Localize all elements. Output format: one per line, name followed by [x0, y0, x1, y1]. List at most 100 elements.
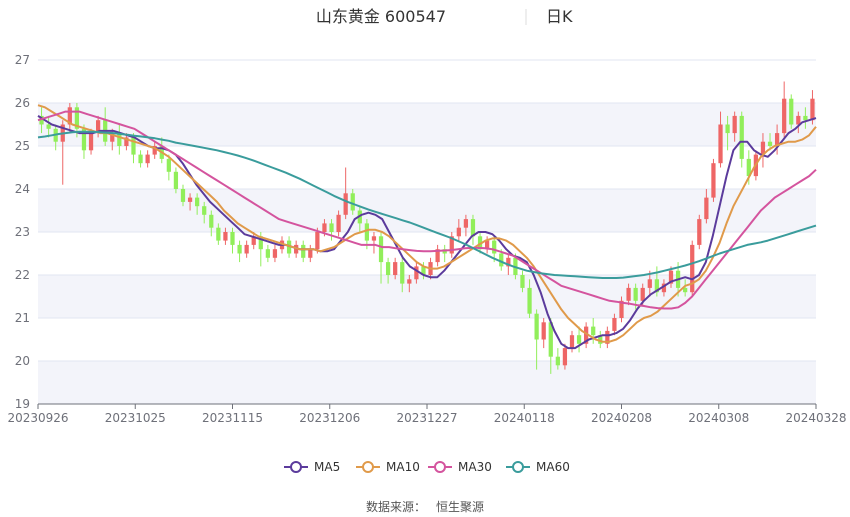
candle-body — [223, 232, 228, 241]
candle-body — [463, 219, 469, 228]
candle-body — [39, 115, 44, 125]
candle-body — [605, 330, 610, 344]
data-source-label: 数据来源： — [366, 499, 426, 514]
candle-body — [209, 214, 214, 228]
candle-body — [746, 158, 751, 177]
legend-label: MA10 — [386, 460, 420, 474]
legend-label: MA30 — [458, 460, 492, 474]
candle-body — [640, 287, 645, 301]
candle-body — [46, 124, 51, 129]
candle-body — [265, 249, 270, 258]
candle-body — [584, 326, 589, 344]
candle-body — [718, 124, 723, 164]
y-tick-label: 22 — [15, 268, 30, 282]
candle-body — [647, 279, 652, 288]
candle-body — [796, 115, 801, 125]
candle-body — [166, 158, 171, 172]
candle-body — [548, 322, 553, 357]
x-tick-label: 20231025 — [105, 411, 166, 425]
candle-body — [704, 197, 709, 220]
candle-body — [683, 287, 688, 293]
candle-body — [67, 107, 72, 125]
grid-band — [38, 361, 816, 404]
candle-body — [803, 115, 808, 121]
candle-body — [329, 223, 334, 232]
candle-body — [180, 189, 186, 202]
x-tick-label: 20231115 — [202, 411, 263, 425]
candle-body — [697, 219, 702, 245]
y-tick-label: 23 — [15, 225, 30, 239]
candle-body — [131, 137, 136, 155]
candle-body — [322, 223, 327, 232]
candle-body — [562, 348, 568, 366]
x-tick-label: 20240328 — [785, 411, 846, 425]
x-tick-label: 20231227 — [396, 411, 457, 425]
candle-body — [385, 262, 391, 275]
candle-body — [378, 236, 384, 263]
candle-body — [626, 287, 631, 301]
y-tick-label: 25 — [15, 139, 30, 153]
moving-average-lines — [37, 104, 817, 350]
y-tick-label: 27 — [15, 53, 30, 67]
candle-body — [74, 107, 80, 129]
candle-body — [732, 115, 737, 134]
legend-marker — [362, 461, 374, 473]
candle-body — [598, 335, 603, 344]
candle-body — [711, 163, 716, 198]
grid-band — [38, 189, 816, 232]
y-tick-label: 24 — [15, 182, 30, 196]
y-tick-label: 19 — [15, 397, 30, 411]
candle-body — [534, 313, 539, 340]
chart-title: 山东黄金 600547 — [316, 7, 446, 26]
candle-body — [612, 318, 617, 331]
candle-body — [230, 232, 235, 245]
x-tick-label: 20240118 — [494, 411, 555, 425]
x-axis-ticks: 20230926 20231025 20231115 20231206 20231227… — [7, 404, 847, 425]
candle-body — [286, 240, 292, 254]
candle-body — [110, 133, 115, 142]
grid-lines — [38, 59, 816, 405]
candle-body — [81, 128, 87, 151]
y-tick-label: 21 — [15, 311, 30, 325]
candle-body — [569, 335, 575, 349]
candle-body — [654, 279, 659, 293]
y-tick-label: 26 — [15, 96, 30, 110]
candle-body — [633, 287, 638, 301]
candle-body — [145, 154, 150, 164]
candle-body — [782, 98, 787, 134]
candle-body — [767, 141, 773, 146]
candle-body — [152, 146, 157, 155]
y-tick-label: 20 — [15, 354, 30, 368]
candle-body — [492, 240, 497, 254]
candle-body — [237, 244, 242, 254]
candle-body — [520, 275, 525, 288]
candle-body — [124, 137, 129, 146]
candle-body — [187, 197, 193, 202]
candle-body — [251, 236, 256, 245]
candle-body — [294, 244, 299, 254]
candle-body — [470, 219, 476, 237]
grid-band — [38, 275, 816, 318]
candle-body — [527, 287, 532, 314]
y-axis-ticks: 19 20 21 22 23 24 25 26 27 — [15, 53, 30, 411]
candle-body — [138, 154, 143, 164]
ma-line-ma30 — [37, 110, 817, 310]
legend-label: MA5 — [314, 460, 340, 474]
legend-marker — [434, 461, 446, 473]
candle-body — [760, 141, 766, 155]
legend-marker — [512, 461, 524, 473]
candle-body — [499, 253, 504, 267]
candle-body — [555, 356, 560, 366]
legend-label: MA60 — [536, 460, 570, 474]
candle-body — [272, 249, 278, 258]
candle-body — [393, 262, 398, 275]
x-tick-label: 20240208 — [591, 411, 652, 425]
candle-body — [414, 266, 419, 280]
data-source: 数据来源： 恒生聚源 — [366, 499, 484, 514]
candle-body — [484, 240, 490, 250]
candle-body — [315, 232, 320, 250]
candle-body — [258, 236, 263, 250]
candle-body — [195, 197, 200, 207]
candle-body — [173, 171, 179, 189]
